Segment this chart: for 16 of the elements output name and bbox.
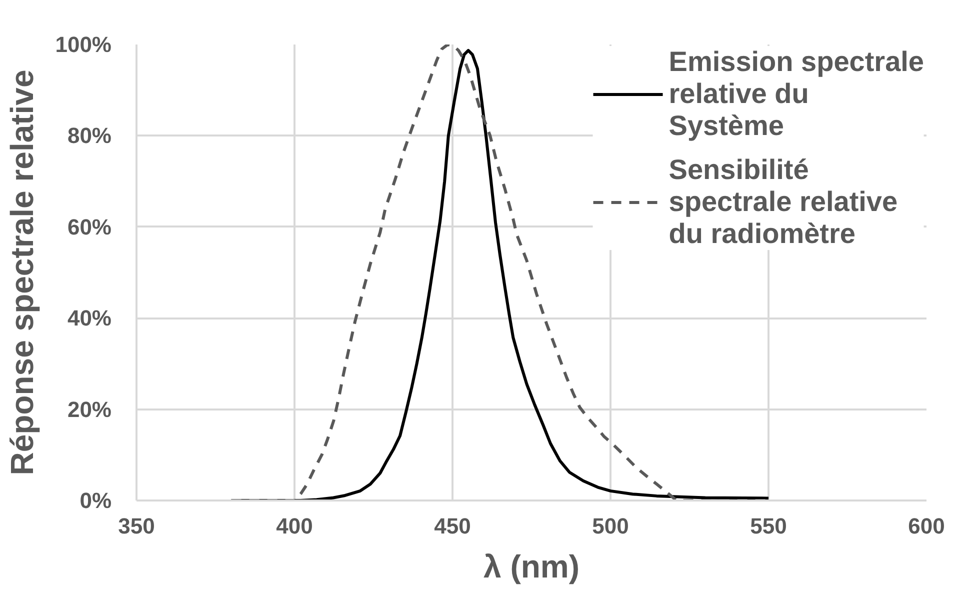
y-tick-label: 0% <box>80 488 112 513</box>
y-tick-label: 20% <box>67 396 112 422</box>
x-tick-label: 450 <box>434 514 471 538</box>
y-tick-label: 40% <box>67 306 112 331</box>
y-axis-title: Réponse spectrale relative <box>4 70 40 476</box>
x-tick-label: 350 <box>118 514 155 538</box>
y-tick-label: 100% <box>55 32 112 57</box>
x-tick-label: 500 <box>592 514 629 538</box>
y-tick-label: 80% <box>67 123 112 148</box>
legend-label: Sensibilité spectrale relative du radiomètre <box>668 154 898 250</box>
legend-label: Emission spectrale relative du Système <box>668 46 924 142</box>
x-axis-title: λ (nm) <box>484 548 580 584</box>
x-tick-label: 400 <box>276 514 313 538</box>
x-tick-label: 600 <box>908 514 945 538</box>
y-tick-label: 60% <box>67 214 112 240</box>
x-tick-label: 550 <box>750 514 787 538</box>
